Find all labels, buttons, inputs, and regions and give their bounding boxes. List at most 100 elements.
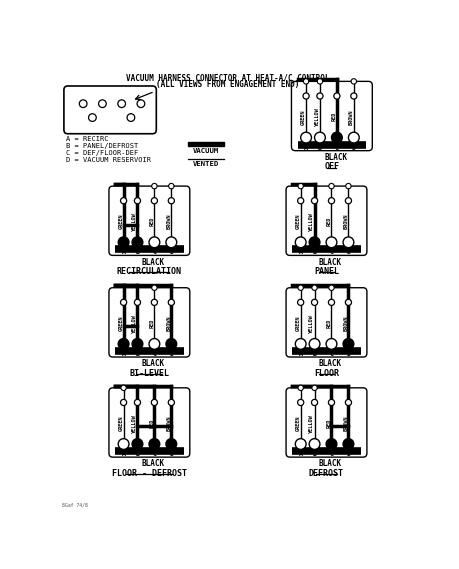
- Text: B = PANEL/DEFROST: B = PANEL/DEFROST: [66, 143, 139, 149]
- Text: D: D: [169, 451, 174, 457]
- Circle shape: [301, 132, 312, 143]
- Text: B: B: [318, 145, 322, 151]
- Circle shape: [351, 93, 357, 99]
- Circle shape: [309, 439, 320, 450]
- Text: VACUUM: VACUUM: [193, 147, 219, 154]
- Text: RED: RED: [149, 419, 154, 428]
- Circle shape: [312, 285, 317, 290]
- Circle shape: [166, 439, 177, 450]
- Circle shape: [303, 93, 309, 99]
- Text: RED: RED: [149, 217, 154, 226]
- Text: B: B: [135, 249, 140, 255]
- Text: GREEN: GREEN: [296, 214, 301, 229]
- Circle shape: [343, 237, 354, 248]
- Circle shape: [168, 399, 174, 406]
- Circle shape: [309, 237, 320, 248]
- Circle shape: [149, 237, 160, 248]
- Text: BI-LEVEL: BI-LEVEL: [129, 369, 169, 378]
- Circle shape: [317, 93, 323, 99]
- Text: BROWN: BROWN: [343, 315, 348, 331]
- Text: B: B: [135, 451, 140, 457]
- Text: BROWN: BROWN: [166, 214, 171, 229]
- Text: BLACK: BLACK: [142, 258, 165, 267]
- Text: C: C: [335, 145, 339, 151]
- Text: VACUUM HARNESS CONNECTOR AT HEAT-A/C CONTROL: VACUUM HARNESS CONNECTOR AT HEAT-A/C CON…: [126, 73, 330, 83]
- Circle shape: [89, 114, 96, 121]
- Circle shape: [134, 299, 140, 306]
- FancyBboxPatch shape: [109, 388, 190, 457]
- FancyBboxPatch shape: [109, 288, 190, 357]
- Circle shape: [312, 399, 318, 406]
- Text: RED: RED: [326, 419, 331, 428]
- Text: OFF: OFF: [325, 162, 339, 171]
- Circle shape: [166, 237, 177, 248]
- Circle shape: [151, 399, 157, 406]
- Circle shape: [314, 132, 325, 143]
- Circle shape: [118, 439, 129, 450]
- Text: D = VACUUM RESERVOIR: D = VACUUM RESERVOIR: [66, 157, 151, 163]
- Circle shape: [295, 237, 306, 248]
- Circle shape: [298, 385, 303, 390]
- Circle shape: [328, 299, 335, 306]
- Circle shape: [118, 237, 129, 248]
- Text: BROWN: BROWN: [343, 214, 348, 229]
- Text: A: A: [122, 249, 126, 255]
- Circle shape: [343, 439, 354, 450]
- Text: RECIRCULATION: RECIRCULATION: [117, 267, 182, 276]
- Text: D: D: [347, 451, 350, 457]
- Circle shape: [151, 285, 157, 290]
- Circle shape: [132, 439, 143, 450]
- Circle shape: [317, 79, 323, 84]
- Circle shape: [151, 299, 157, 306]
- Text: BROWN: BROWN: [343, 415, 348, 431]
- Text: B: B: [313, 249, 317, 255]
- Text: GREEN: GREEN: [118, 415, 123, 431]
- Circle shape: [298, 183, 303, 189]
- Circle shape: [297, 299, 304, 306]
- Circle shape: [329, 183, 334, 189]
- Circle shape: [297, 197, 304, 204]
- Text: FLOOR: FLOOR: [314, 369, 339, 378]
- Circle shape: [121, 399, 127, 406]
- Text: C: C: [330, 451, 334, 457]
- Circle shape: [127, 114, 135, 121]
- Text: D: D: [169, 249, 174, 255]
- Circle shape: [121, 197, 127, 204]
- Circle shape: [132, 237, 143, 248]
- Circle shape: [309, 339, 320, 349]
- FancyBboxPatch shape: [64, 86, 157, 134]
- Text: B: B: [313, 351, 317, 357]
- Text: YELLOW: YELLOW: [132, 212, 137, 231]
- Text: BLACK: BLACK: [142, 360, 165, 368]
- Text: C: C: [152, 451, 157, 457]
- Text: YELLOW: YELLOW: [309, 314, 314, 332]
- Circle shape: [168, 197, 174, 204]
- Circle shape: [295, 339, 306, 349]
- Text: GREEN: GREEN: [118, 214, 123, 229]
- Circle shape: [326, 439, 337, 450]
- Text: A: A: [299, 351, 302, 357]
- Text: C: C: [152, 249, 157, 255]
- Circle shape: [137, 100, 145, 108]
- Text: D: D: [347, 249, 350, 255]
- Circle shape: [118, 339, 129, 349]
- Text: GREEN: GREEN: [296, 315, 301, 331]
- Circle shape: [151, 197, 157, 204]
- Text: DEFROST: DEFROST: [309, 469, 344, 478]
- Circle shape: [329, 285, 334, 290]
- Text: D: D: [352, 145, 356, 151]
- Circle shape: [149, 439, 160, 450]
- Text: RED: RED: [326, 217, 331, 226]
- Text: BLACK: BLACK: [319, 258, 342, 267]
- Text: RED: RED: [326, 319, 331, 328]
- Text: YELLOW: YELLOW: [309, 212, 314, 231]
- Text: (ALL VIEWS FROM ENGAGEMENT END): (ALL VIEWS FROM ENGAGEMENT END): [156, 80, 300, 89]
- FancyBboxPatch shape: [286, 288, 367, 357]
- Circle shape: [343, 339, 354, 349]
- Text: C: C: [152, 351, 157, 357]
- Text: D: D: [347, 351, 350, 357]
- Circle shape: [168, 299, 174, 306]
- Text: A: A: [122, 451, 126, 457]
- Text: C: C: [330, 351, 334, 357]
- FancyBboxPatch shape: [286, 186, 367, 255]
